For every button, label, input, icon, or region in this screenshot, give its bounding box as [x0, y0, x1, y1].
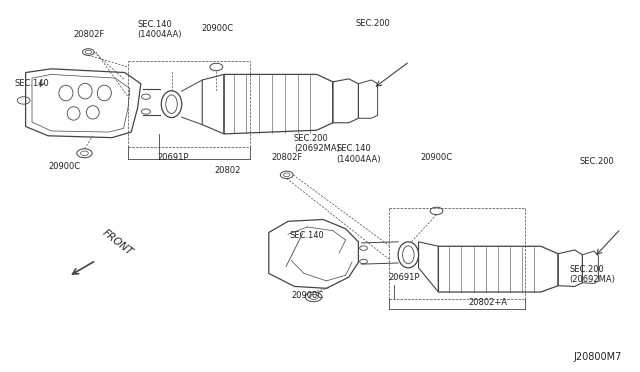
- Text: SEC.140: SEC.140: [290, 231, 324, 240]
- Text: 20802F: 20802F: [271, 153, 302, 162]
- Text: 20900C: 20900C: [291, 291, 323, 300]
- Text: SEC.140: SEC.140: [14, 79, 49, 88]
- Text: 20802+A: 20802+A: [468, 298, 507, 307]
- Text: 20691P: 20691P: [388, 273, 420, 282]
- Text: 20802: 20802: [214, 166, 241, 174]
- Text: J20800M7: J20800M7: [573, 352, 622, 362]
- Text: SEC.200: SEC.200: [580, 157, 614, 166]
- Text: SEC.140
(14004AA): SEC.140 (14004AA): [138, 20, 182, 39]
- Text: SEC.140
(14004AA): SEC.140 (14004AA): [336, 144, 381, 164]
- Text: SEC.200
(20692MA): SEC.200 (20692MA): [294, 134, 340, 153]
- Text: FRONT: FRONT: [100, 228, 134, 258]
- Text: SEC.200
(20692MA): SEC.200 (20692MA): [569, 265, 615, 284]
- Text: SEC.200: SEC.200: [355, 19, 390, 28]
- Text: 20900C: 20900C: [420, 153, 452, 162]
- Text: 20691P: 20691P: [157, 153, 189, 161]
- Text: 20900C: 20900C: [202, 25, 234, 33]
- Text: 20900C: 20900C: [48, 162, 80, 171]
- Text: 20802F: 20802F: [74, 30, 105, 39]
